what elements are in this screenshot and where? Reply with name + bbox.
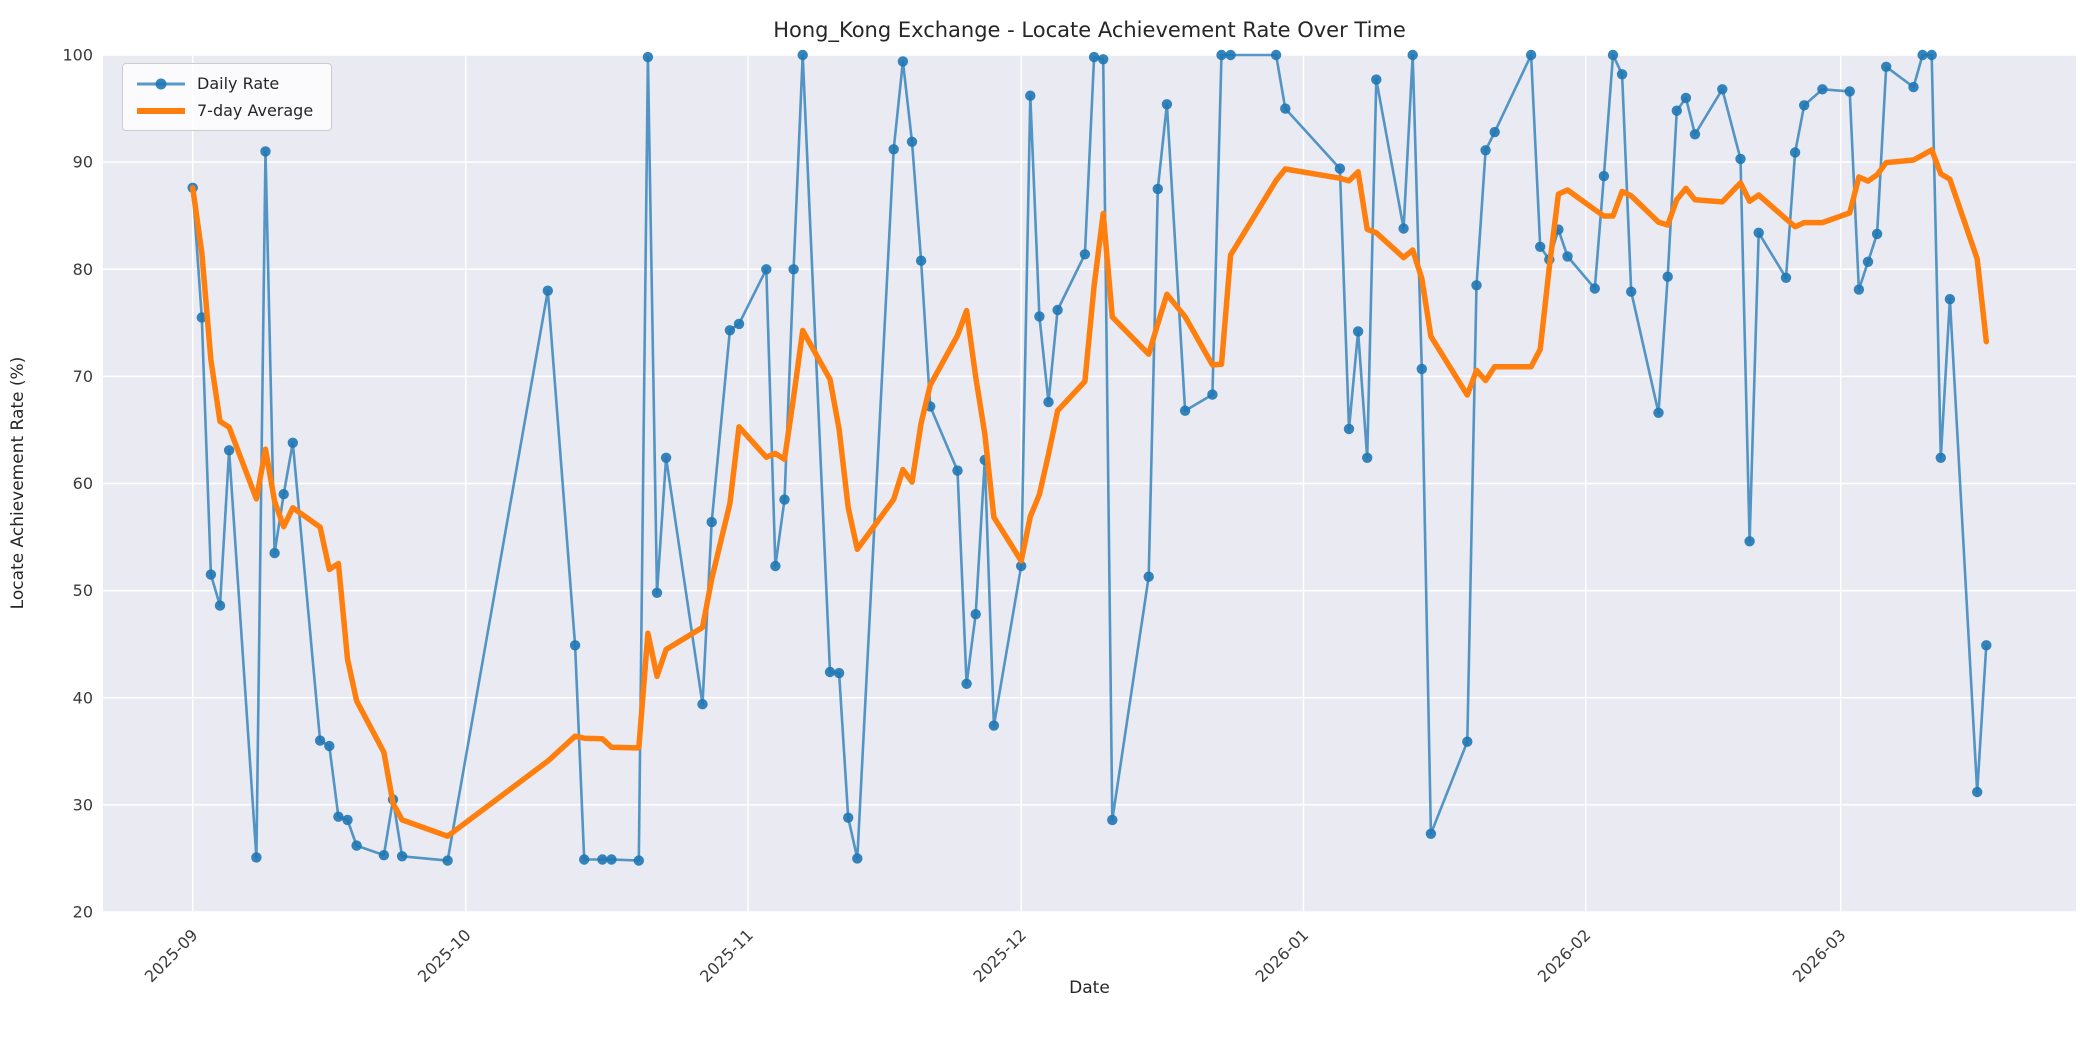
y-axis-label: Locate Achievement Rate (%)	[8, 356, 28, 610]
daily-rate-markers	[187, 49, 1992, 866]
daily-rate-line-marker-icon	[137, 78, 185, 89]
legend-label-7day-average: 7-day Average	[197, 101, 314, 120]
svg-text:70: 70	[73, 367, 93, 386]
legend-item-daily-rate: Daily Rate	[137, 74, 313, 93]
svg-text:2025-11: 2025-11	[696, 925, 757, 986]
x-axis-label: Date	[1069, 978, 1110, 998]
legend: Daily Rate 7-day Average	[122, 63, 333, 131]
svg-text:20: 20	[73, 903, 93, 922]
svg-text:40: 40	[73, 688, 93, 707]
x-tick-labels: 2025-09 2025-10 2025-11 2025-12 2026-01 2026-…	[141, 925, 1850, 986]
svg-text:50: 50	[73, 581, 93, 600]
svg-text:2026-02: 2026-02	[1534, 925, 1595, 986]
seven-day-average-line	[189, 147, 1990, 839]
grid-lines	[103, 54, 2076, 913]
svg-text:2026-01: 2026-01	[1252, 925, 1313, 986]
svg-text:30: 30	[73, 795, 93, 814]
svg-text:2025-09: 2025-09	[141, 925, 202, 986]
y-tick-labels: 20 30 40 50 60 70 80 90 100	[62, 46, 93, 922]
svg-text:2025-12: 2025-12	[969, 925, 1030, 986]
chart-title: Hong_Kong Exchange - Locate Achievement …	[773, 18, 1406, 42]
legend-label-daily-rate: Daily Rate	[197, 74, 280, 93]
svg-text:2025-10: 2025-10	[414, 925, 475, 986]
seven-day-average-line-icon	[137, 107, 185, 114]
svg-text:100: 100	[62, 46, 93, 65]
svg-text:90: 90	[73, 153, 93, 172]
svg-text:2026-03: 2026-03	[1789, 925, 1850, 986]
svg-text:80: 80	[73, 260, 93, 279]
svg-text:60: 60	[73, 474, 93, 493]
legend-item-7day-average: 7-day Average	[137, 101, 313, 120]
